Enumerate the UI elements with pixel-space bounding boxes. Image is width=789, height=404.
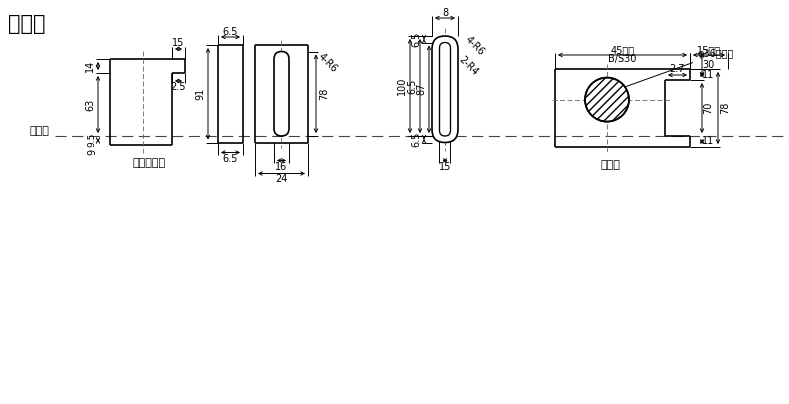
Text: 78: 78 (720, 102, 730, 114)
Text: 15以上: 15以上 (697, 45, 721, 55)
Text: 9.5: 9.5 (88, 133, 96, 147)
Text: ケース: ケース (600, 160, 620, 170)
Text: 78: 78 (319, 88, 329, 100)
Text: 15: 15 (439, 162, 451, 172)
Text: B/S30: B/S30 (608, 54, 637, 64)
Text: 24: 24 (275, 175, 288, 185)
Text: 15: 15 (172, 38, 185, 48)
Text: 4-R6: 4-R6 (463, 34, 486, 57)
Text: 2.7: 2.7 (670, 64, 686, 74)
FancyBboxPatch shape (274, 51, 289, 136)
Text: 2.5: 2.5 (170, 82, 186, 92)
Text: 30: 30 (702, 60, 714, 70)
Text: 6.5: 6.5 (411, 132, 421, 147)
Text: 100: 100 (397, 77, 407, 95)
Text: 6.5: 6.5 (407, 78, 417, 94)
Text: 4-R6: 4-R6 (316, 51, 339, 74)
Text: 基準線: 基準線 (30, 126, 50, 136)
Text: 2-R4: 2-R4 (457, 55, 481, 78)
Text: 45以上: 45以上 (611, 45, 634, 55)
Text: 8: 8 (442, 8, 448, 18)
Text: 14: 14 (85, 60, 95, 72)
FancyBboxPatch shape (439, 42, 451, 136)
Text: 91: 91 (195, 88, 205, 100)
Text: 6.5: 6.5 (411, 32, 421, 47)
Text: 16: 16 (275, 162, 288, 172)
Circle shape (585, 78, 629, 122)
Text: 63: 63 (85, 99, 95, 111)
Text: 6.5: 6.5 (222, 154, 238, 164)
Text: 6.5: 6.5 (222, 27, 238, 37)
Text: 11: 11 (702, 137, 714, 147)
Text: 11: 11 (702, 69, 714, 80)
Text: φ36貫通穴: φ36貫通穴 (623, 49, 735, 88)
FancyBboxPatch shape (432, 36, 458, 143)
Text: 9: 9 (87, 149, 97, 155)
Text: 70: 70 (703, 102, 713, 114)
Text: 切欠図: 切欠図 (8, 14, 46, 34)
Text: 87: 87 (416, 83, 426, 95)
Text: ストライク: ストライク (133, 158, 166, 168)
